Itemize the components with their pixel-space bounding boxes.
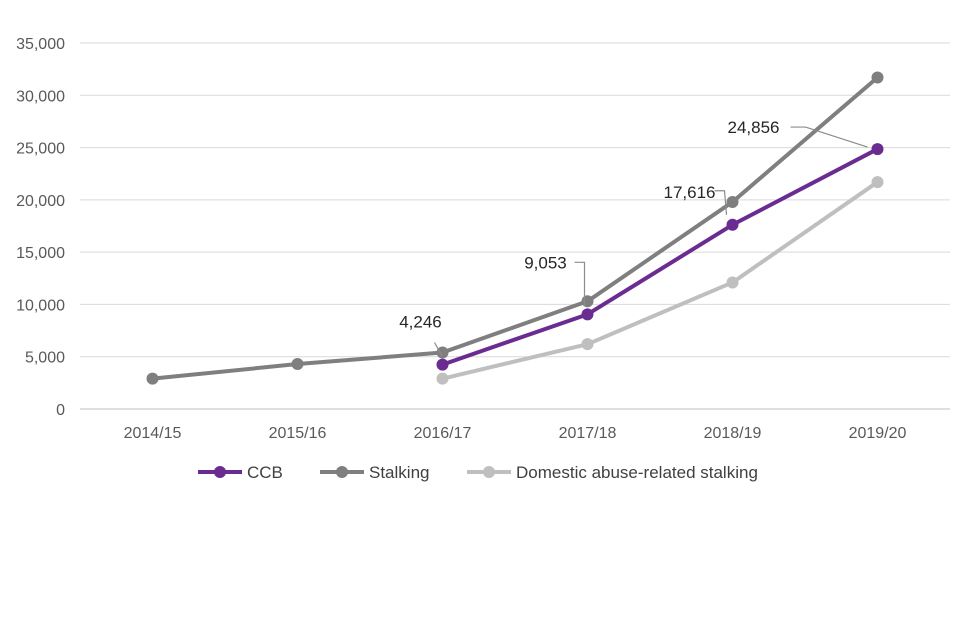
legend-marker (336, 466, 348, 478)
y-tick-label: 35,000 (16, 36, 65, 53)
data-point (581, 308, 594, 321)
y-axis-tick-labels: 0 5,000 10,000 15,000 20,000 25,000 30,000 35,0… (16, 36, 65, 419)
y-tick-label: 10,000 (16, 297, 65, 314)
data-label: 9,053 (524, 253, 567, 272)
data-point (146, 372, 159, 385)
y-tick-label: 15,000 (16, 245, 65, 262)
data-label-leader (714, 190, 728, 215)
data-point (871, 71, 884, 84)
x-tick-label: 2019/20 (849, 425, 907, 442)
data-label-leader (790, 126, 868, 148)
data-label-leader (433, 342, 444, 357)
legend-item: CCB (198, 463, 283, 482)
series-domestic-abuse-related-stalking (436, 176, 884, 385)
x-axis-tick-labels: 2014/15 2015/16 2016/17 2017/18 2018/19 2019/… (124, 425, 907, 442)
gridlines (80, 42, 950, 410)
data-point (726, 218, 739, 231)
data-label: 24,856 (728, 118, 780, 137)
x-tick-label: 2018/19 (704, 425, 762, 442)
data-point (436, 372, 449, 385)
legend-label: Stalking (369, 463, 429, 482)
y-tick-label: 5,000 (25, 350, 65, 367)
y-tick-label: 30,000 (16, 88, 65, 105)
y-tick-label: 20,000 (16, 193, 65, 210)
data-point (871, 176, 884, 189)
data-point (436, 346, 449, 359)
data-point (726, 276, 739, 289)
data-label: 17,616 (664, 183, 716, 202)
legend-item: Stalking (320, 463, 429, 482)
x-tick-label: 2015/16 (269, 425, 327, 442)
data-point (581, 338, 594, 351)
x-tick-label: 2017/18 (559, 425, 617, 442)
legend-marker (214, 466, 226, 478)
data-point (871, 143, 884, 156)
data-point (291, 358, 304, 371)
legend-label: Domestic abuse-related stalking (516, 463, 758, 482)
legend-item: Domestic abuse-related stalking (467, 463, 758, 482)
data-labels: 4,246 9,053 17,616 24,856 (399, 118, 868, 357)
data-point (581, 295, 594, 308)
series-line (441, 147, 879, 367)
x-tick-label: 2014/15 (124, 425, 182, 442)
x-tick-label: 2016/17 (414, 425, 472, 442)
legend-marker (483, 466, 495, 478)
y-tick-label: 25,000 (16, 141, 65, 158)
series-line (152, 75, 879, 381)
legend-label: CCB (247, 463, 283, 482)
legend: CCB Stalking Domestic abuse-related stalki… (198, 463, 758, 482)
y-tick-label: 0 (56, 402, 65, 419)
data-label: 4,246 (399, 313, 442, 332)
series-line (442, 180, 879, 381)
data-point (436, 358, 449, 371)
series-ccb (436, 143, 884, 371)
data-label-leader (574, 261, 586, 307)
data-point (726, 195, 739, 208)
